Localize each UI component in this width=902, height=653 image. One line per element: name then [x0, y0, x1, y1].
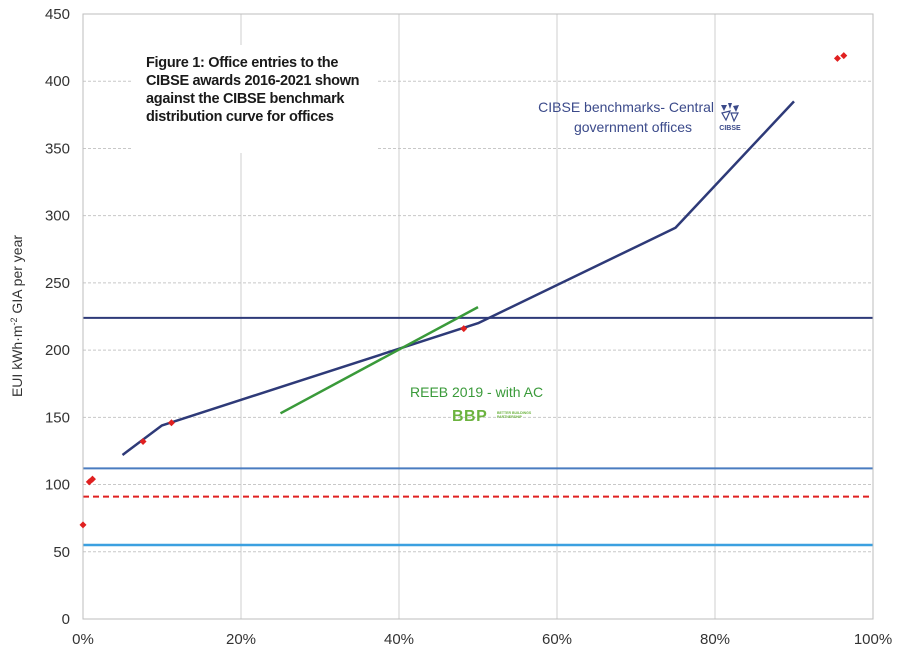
x-tick-label: 60% [542, 631, 572, 648]
cibse-logo-icon: CIBSE [719, 103, 741, 132]
cibse-benchmark-annotation: CIBSE benchmarks- Central government off… [500, 97, 714, 137]
y-axis-label-superscript: -2 [9, 317, 19, 325]
data-point [139, 438, 147, 446]
cibse-logo-text: CIBSE [719, 125, 741, 132]
bbp-logo-subtext: BETTER BUILDINGS PARTNERSHIP [497, 411, 532, 419]
cibse-annotation-line: CIBSE benchmarks- Central [538, 99, 714, 115]
chart-title-line: distribution curve for offices [146, 109, 334, 125]
data-point [167, 419, 175, 427]
series-line [279, 305, 479, 415]
x-tick-label: 20% [226, 631, 256, 648]
data-point [79, 521, 87, 529]
y-tick-label: 0 [62, 611, 70, 628]
data-point [88, 475, 96, 483]
series [121, 100, 795, 456]
y-tick-label: 450 [45, 6, 70, 23]
bbp-logo: BBP [452, 408, 488, 425]
x-tick-label: 100% [854, 631, 892, 648]
x-tick-label: 80% [700, 631, 730, 648]
y-tick-label: 200 [45, 342, 70, 359]
x-tick-label: 40% [384, 631, 414, 648]
axes [82, 13, 874, 620]
chart-title-line: CIBSE awards 2016-2021 shown [146, 73, 360, 89]
y-tick-label: 150 [45, 409, 70, 426]
data-point [460, 325, 468, 333]
figure-caption-box [132, 45, 378, 153]
reference-lines [83, 316, 873, 547]
y-axis-label: EUI kWh·m-2 GIA per year [9, 235, 25, 397]
x-tick-label: 0% [72, 631, 94, 648]
y-tick-labels: 0 50 100 150 200 250 300 350 400 450 [45, 6, 70, 628]
y-tick-label: 350 [45, 140, 70, 157]
y-tick-label: 300 [45, 208, 70, 225]
chart-title-line: against the CIBSE benchmark [146, 91, 345, 107]
reeb-annotation: REEB 2019 - with AC [410, 384, 544, 400]
plot-area-border [82, 13, 874, 620]
data-point [833, 54, 841, 62]
x-tick-labels: 0% 20% 40% 60% 80% 100% [72, 631, 892, 648]
scatter-points [79, 52, 848, 529]
y-tick-label: 400 [45, 73, 70, 90]
chart-title-line: Figure 1: Office entries to the [146, 55, 339, 71]
cibse-annotation-line: government offices [573, 119, 692, 135]
data-point [840, 52, 848, 60]
y-tick-label: 100 [45, 477, 70, 494]
chart-title: Figure 1: Office entries to the CIBSE aw… [146, 54, 386, 126]
y-tick-label: 250 [45, 275, 70, 292]
series-line [121, 100, 795, 456]
y-tick-label: 50 [53, 544, 70, 561]
